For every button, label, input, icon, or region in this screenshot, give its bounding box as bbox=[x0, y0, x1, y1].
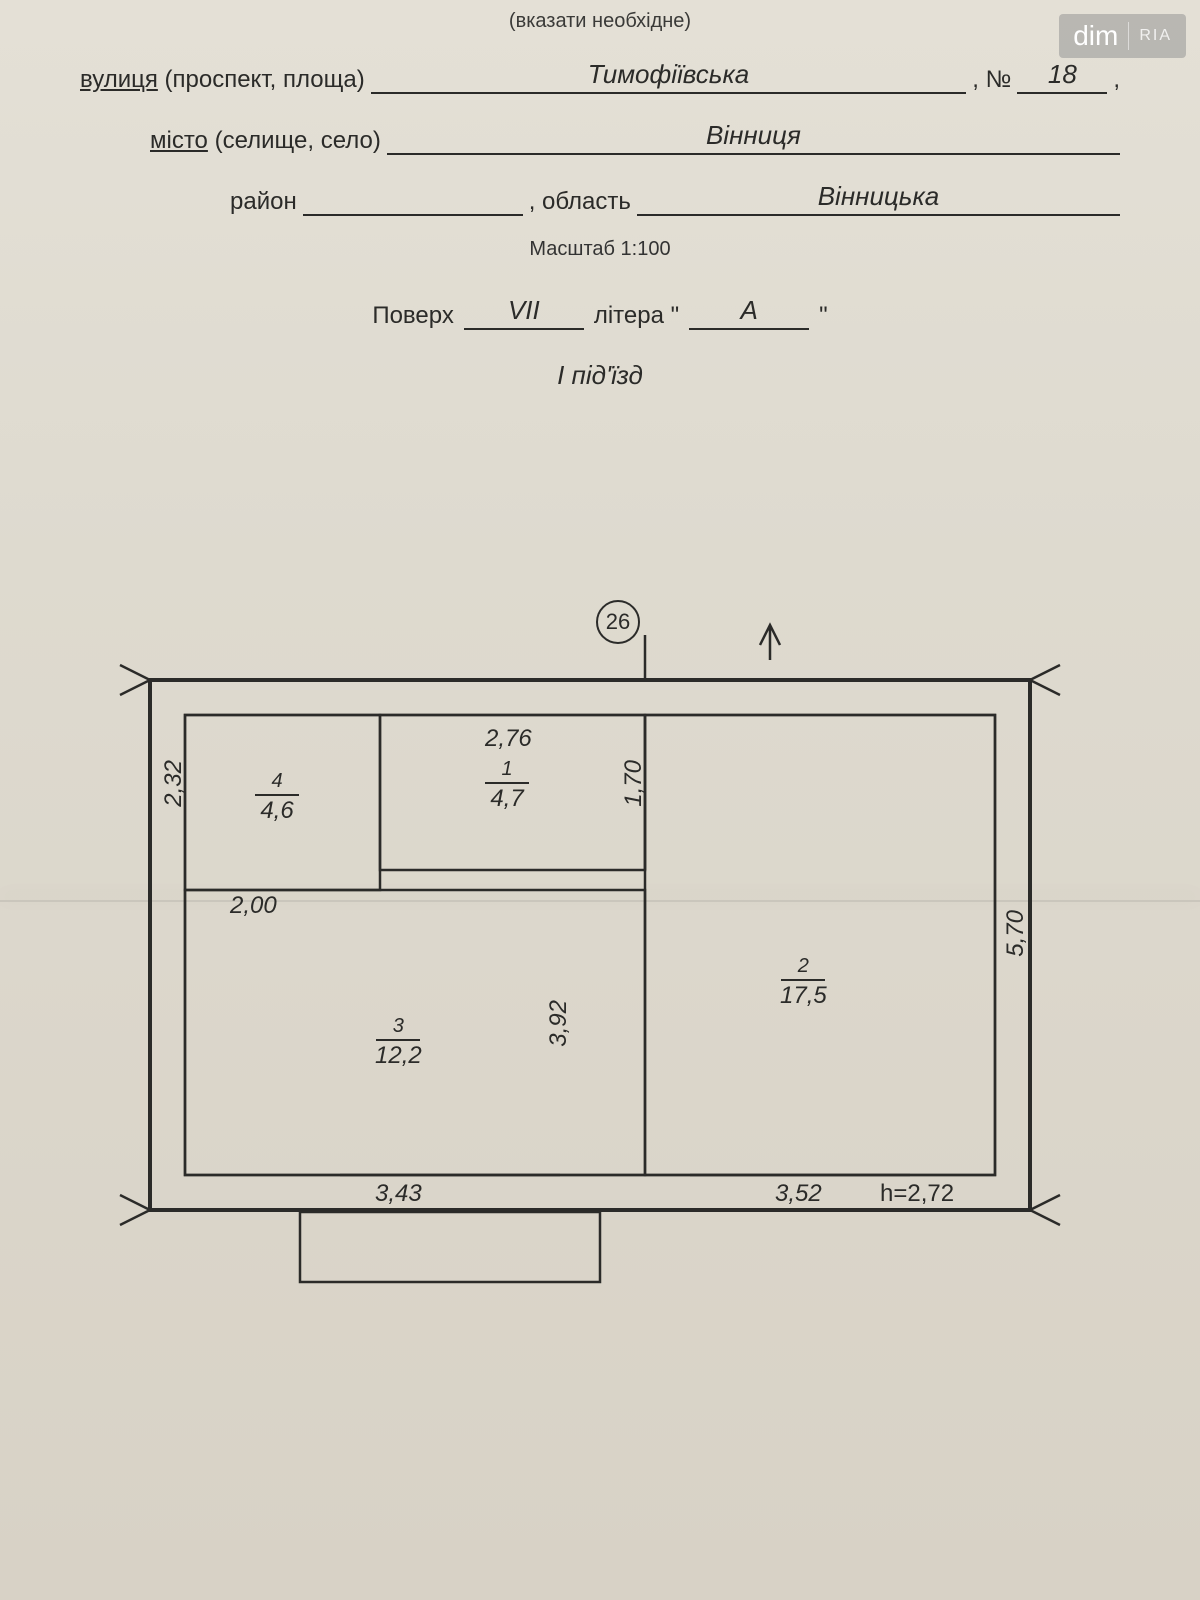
oblast-label: , область bbox=[529, 188, 631, 216]
room-4-label: 4 4,6 bbox=[255, 770, 299, 825]
litera-value: А bbox=[689, 295, 809, 330]
floor-plan: 26 4 4,6 1 4,7 2 17,5 3 12,2 2,76 1,70 2… bbox=[90, 590, 1100, 1350]
dim-392: 3,92 bbox=[545, 1000, 573, 1047]
dim-276: 2,76 bbox=[485, 725, 532, 753]
room-3-label: 3 12,2 bbox=[375, 1015, 422, 1070]
scale-text: Масштаб 1:100 bbox=[80, 238, 1120, 261]
room-2-label: 2 17,5 bbox=[780, 955, 827, 1010]
district-value bbox=[303, 212, 523, 216]
street-value: Тимофіївська bbox=[371, 59, 967, 94]
district-row: район , область Вінницька bbox=[230, 181, 1120, 216]
entrance-text: І під'їзд bbox=[80, 360, 1120, 391]
floor-row: Поверх VII літера " А " bbox=[80, 295, 1120, 330]
room-1-label: 1 4,7 bbox=[485, 758, 529, 813]
hint-text: (вказати необхідне) bbox=[80, 10, 1120, 33]
watermark-sub: RIA bbox=[1139, 27, 1172, 45]
floor-label: Поверх bbox=[372, 302, 454, 330]
plan-svg bbox=[90, 590, 1100, 1350]
apartment-number-circle: 26 bbox=[596, 600, 640, 644]
dim-570: 5,70 bbox=[1002, 910, 1030, 957]
dim-343: 3,43 bbox=[375, 1180, 422, 1208]
floor-value: VII bbox=[464, 295, 584, 330]
street-row: вулиця (проспект, площа) Тимофіївська , … bbox=[80, 59, 1120, 94]
dim-200: 2,00 bbox=[230, 892, 277, 920]
form-header: (вказати необхідне) вулиця (проспект, пл… bbox=[80, 10, 1120, 391]
litera-label: літера " bbox=[594, 302, 679, 330]
watermark-separator bbox=[1128, 22, 1129, 50]
document-paper: dim RIA (вказати необхідне) вулиця (прос… bbox=[0, 0, 1200, 1600]
litera-close: " bbox=[819, 302, 828, 330]
num-value: 18 bbox=[1017, 59, 1107, 94]
dim-170: 1,70 bbox=[620, 760, 648, 807]
dim-352: 3,52 bbox=[775, 1180, 822, 1208]
city-label: місто (селище, село) bbox=[150, 127, 381, 155]
city-row: місто (селище, село) Вінниця bbox=[150, 120, 1120, 155]
dim-height: h=2,72 bbox=[880, 1180, 954, 1208]
street-label: вулиця (проспект, площа) bbox=[80, 66, 365, 94]
district-label: район bbox=[230, 188, 297, 216]
dim-232: 2,32 bbox=[160, 760, 188, 807]
num-label: , № bbox=[972, 66, 1011, 94]
oblast-value: Вінницька bbox=[637, 181, 1120, 216]
city-value: Вінниця bbox=[387, 120, 1120, 155]
